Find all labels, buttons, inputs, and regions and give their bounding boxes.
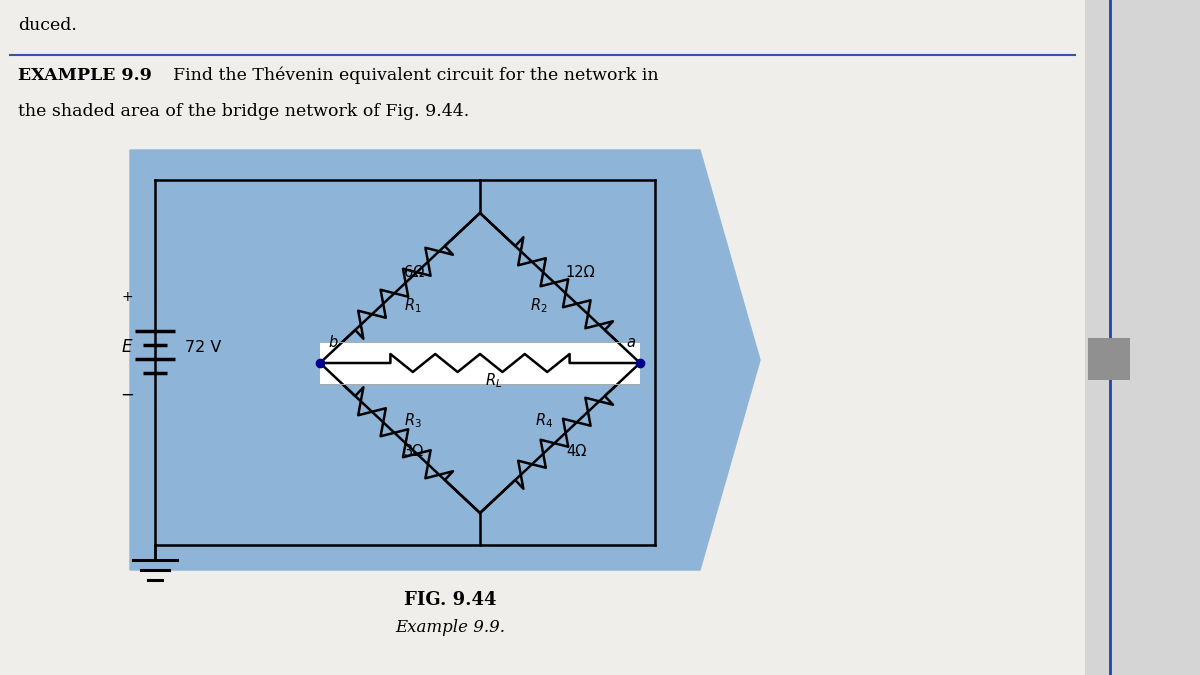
Bar bbox=[1085, 0, 1200, 675]
Text: 12Ω: 12Ω bbox=[565, 265, 595, 280]
Bar bbox=[320, 342, 640, 384]
Text: 4Ω: 4Ω bbox=[566, 444, 587, 459]
Text: Find the Thévenin equivalent circuit for the network in: Find the Thévenin equivalent circuit for… bbox=[162, 67, 659, 84]
Text: 3Ω: 3Ω bbox=[404, 444, 424, 459]
Text: $R_3$: $R_3$ bbox=[404, 411, 421, 430]
Text: the shaded area of the bridge network of Fig. 9.44.: the shaded area of the bridge network of… bbox=[18, 103, 469, 120]
Text: $R_4$: $R_4$ bbox=[535, 411, 553, 430]
Text: duced.: duced. bbox=[18, 17, 77, 34]
Text: a: a bbox=[626, 335, 635, 350]
Text: b: b bbox=[328, 335, 337, 350]
Text: 72 V: 72 V bbox=[185, 340, 221, 355]
Text: $R_1$: $R_1$ bbox=[404, 296, 421, 315]
Text: 6Ω: 6Ω bbox=[404, 265, 425, 280]
Polygon shape bbox=[130, 150, 760, 570]
Text: FIG. 9.44: FIG. 9.44 bbox=[403, 591, 497, 609]
Text: $R_L$: $R_L$ bbox=[485, 371, 503, 389]
Text: $R_2$: $R_2$ bbox=[530, 296, 547, 315]
Text: EXAMPLE 9.9: EXAMPLE 9.9 bbox=[18, 67, 152, 84]
Bar bbox=[1088, 338, 1130, 380]
Text: −: − bbox=[120, 385, 134, 404]
Text: $E$: $E$ bbox=[120, 338, 133, 356]
Text: +: + bbox=[121, 290, 133, 304]
Text: Example 9.9.: Example 9.9. bbox=[395, 618, 505, 635]
